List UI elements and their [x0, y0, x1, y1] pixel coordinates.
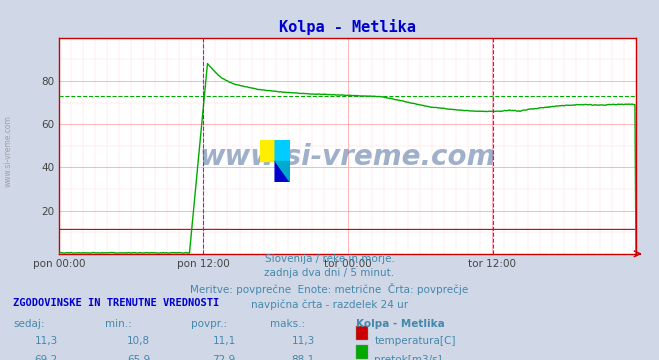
- Text: 65,9: 65,9: [127, 355, 150, 360]
- Text: maks.:: maks.:: [270, 319, 305, 329]
- Text: min.:: min.:: [105, 319, 132, 329]
- Text: 69,2: 69,2: [34, 355, 58, 360]
- Text: ZGODOVINSKE IN TRENUTNE VREDNOSTI: ZGODOVINSKE IN TRENUTNE VREDNOSTI: [13, 298, 219, 308]
- Text: 11,3: 11,3: [34, 336, 58, 346]
- Text: 11,3: 11,3: [291, 336, 315, 346]
- Text: 10,8: 10,8: [127, 336, 150, 346]
- Polygon shape: [275, 140, 290, 161]
- Text: 72,9: 72,9: [212, 355, 236, 360]
- Text: www.si-vreme.com: www.si-vreme.com: [200, 143, 496, 171]
- Text: sedaj:: sedaj:: [13, 319, 45, 329]
- Text: 88,1: 88,1: [291, 355, 315, 360]
- Polygon shape: [275, 140, 290, 161]
- Text: temperatura[C]: temperatura[C]: [374, 336, 456, 346]
- Bar: [356, 345, 368, 359]
- Polygon shape: [275, 161, 290, 182]
- Text: Kolpa - Metlika: Kolpa - Metlika: [356, 319, 445, 329]
- Text: Slovenija / reke in morje.
zadnja dva dni / 5 minut.
Meritve: povprečne  Enote: : Slovenija / reke in morje. zadnja dva dn…: [190, 254, 469, 310]
- Text: 11,1: 11,1: [212, 336, 236, 346]
- Polygon shape: [275, 161, 290, 182]
- Text: pretok[m3/s]: pretok[m3/s]: [374, 355, 442, 360]
- Title: Kolpa - Metlika: Kolpa - Metlika: [279, 19, 416, 35]
- Bar: [356, 326, 368, 340]
- Text: povpr.:: povpr.:: [191, 319, 227, 329]
- Text: www.si-vreme.com: www.si-vreme.com: [3, 115, 13, 187]
- Bar: [260, 140, 275, 161]
